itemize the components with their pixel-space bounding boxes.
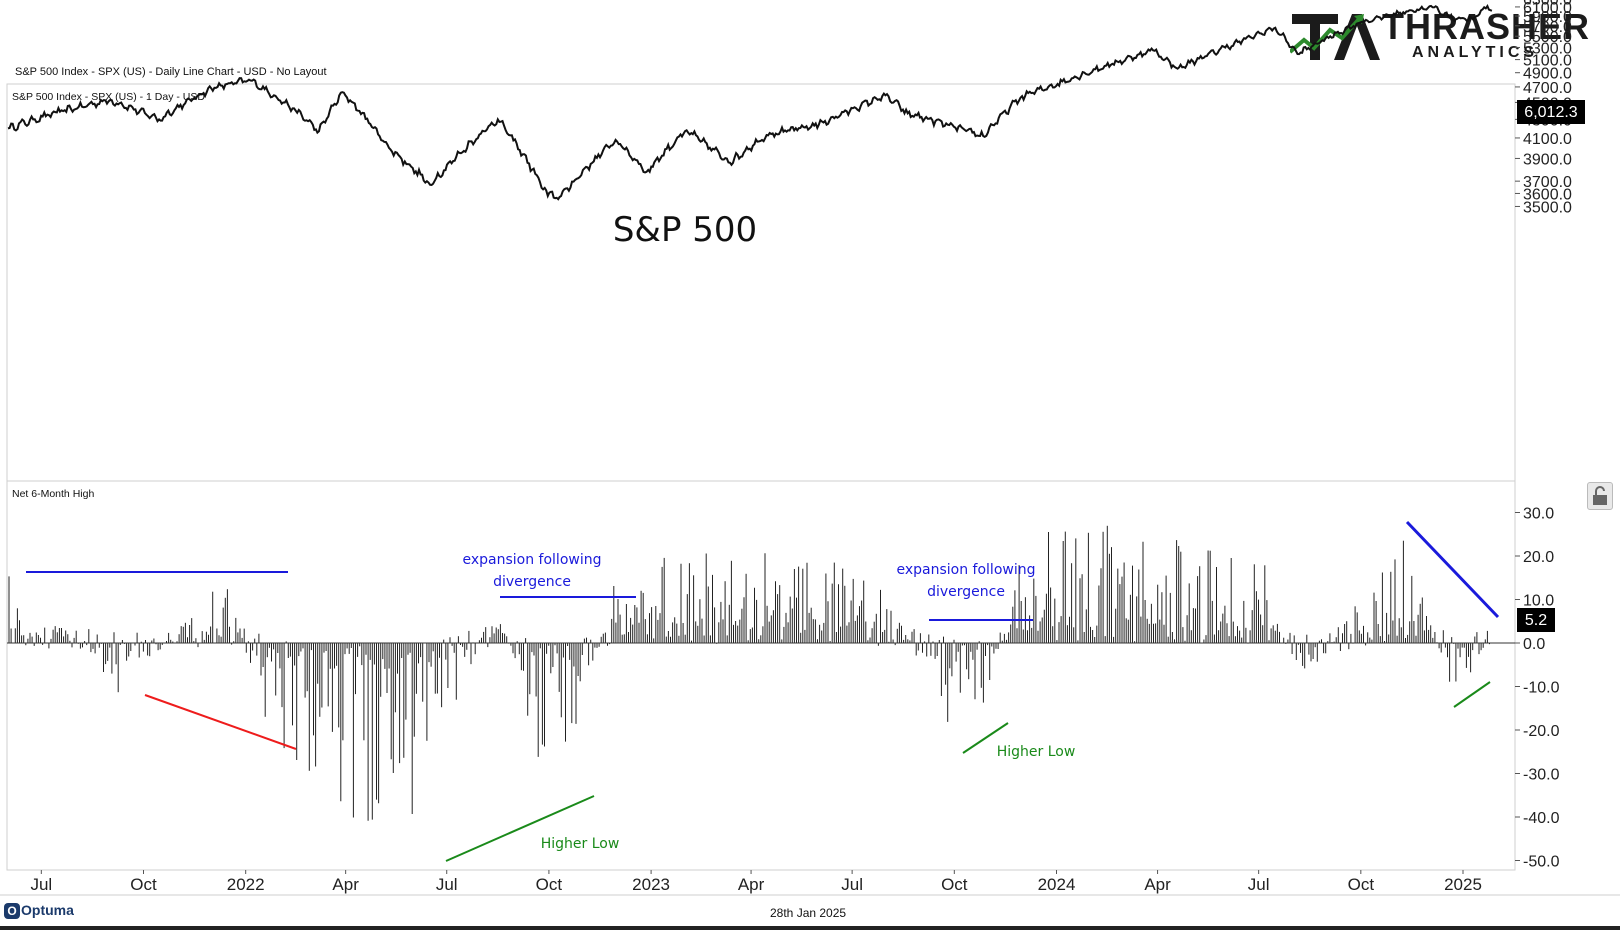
- higher-low-line-3: [1453, 681, 1491, 708]
- breadth-tick-label: 20.0: [1523, 549, 1554, 566]
- price-tick-label: 3600.0: [1523, 186, 1572, 203]
- x-tick-label: 2025: [1444, 875, 1482, 894]
- last-breadth-value: 5.2: [1525, 612, 1547, 629]
- lock-icon: [1593, 486, 1607, 505]
- breadth-tick-label: 10.0: [1523, 593, 1554, 610]
- chart-title: S&P 500: [613, 210, 757, 250]
- declining-highs-line: [1405, 520, 1500, 619]
- annotation-higher-low-1: Higher Low: [541, 836, 620, 852]
- breadth-tick-label: 0.0: [1523, 636, 1545, 653]
- price-tick-label: 5700.0: [1523, 19, 1572, 36]
- optuma-icon: O: [4, 903, 20, 920]
- annotation-expansion-2: expansion following divergence: [896, 562, 1035, 600]
- breadth-tick-label: -50.0: [1523, 854, 1560, 871]
- chart-caption: S&P 500 Index - SPX (US) - Daily Line Ch…: [15, 66, 327, 78]
- annotation-expansion-1-line-2: divergence: [493, 574, 571, 590]
- breadth-tick-label: -10.0: [1523, 680, 1560, 697]
- breadth-tick-label: 30.0: [1523, 506, 1554, 523]
- price-panel-label: S&P 500 Index - SPX (US) - 1 Day - USD: [12, 91, 205, 103]
- breadth-y-axis: 30.0 20.0 10.0 0.0 -10.0 -20.0 -30.0 -40.0 -50.0: [1515, 506, 1560, 871]
- logo-name: THRASHER: [1382, 6, 1591, 47]
- annotation-expansion-1: expansion following divergence: [462, 552, 601, 590]
- price-tick-label: 3500.0: [1523, 199, 1572, 216]
- x-tick-label: Jul: [1248, 875, 1270, 894]
- last-breadth-badge: 5.2: [1517, 608, 1555, 632]
- price-tick-label: 5300.0: [1523, 40, 1572, 57]
- annotation-lines: [26, 520, 1500, 862]
- breadth-bars: [8, 525, 1490, 821]
- panel-lock-button[interactable]: [1587, 482, 1613, 510]
- chart-canvas: S&P 500 Index - SPX (US) - 1 Day - USD N…: [0, 0, 1620, 896]
- x-tick-label: Oct: [1348, 875, 1375, 894]
- price-line: [7, 4, 1493, 201]
- x-tick-label: 2023: [632, 875, 670, 894]
- x-tick-label: Jul: [841, 875, 863, 894]
- annotation-expansion-2-line-1: expansion following: [896, 562, 1035, 578]
- x-tick-label: Apr: [332, 875, 359, 894]
- price-tick-label: 5500.0: [1523, 29, 1572, 46]
- price-tick-label: 6300.0: [1523, 0, 1572, 8]
- ta-logo-icon: [1290, 14, 1380, 60]
- last-price-badge: 6,012.3: [1517, 100, 1585, 124]
- panel-frames: [0, 83, 1620, 896]
- x-tick-label: Oct: [941, 875, 968, 894]
- x-tick-label: Jul: [30, 875, 52, 894]
- last-price-value: 6,012.3: [1524, 104, 1577, 121]
- higher-low-line-1: [445, 795, 595, 862]
- price-tick-label: 4900.0: [1523, 66, 1572, 83]
- x-tick-label: Apr: [738, 875, 765, 894]
- footer-date: 28th Jan 2025: [770, 906, 847, 920]
- annotation-expansion-2-line-2: divergence: [927, 584, 1005, 600]
- annotation-expansion-1-line-1: expansion following: [462, 552, 601, 568]
- x-tick-label: Apr: [1144, 875, 1171, 894]
- x-tick-label: 2022: [227, 875, 265, 894]
- optuma-label: Optuma: [21, 902, 74, 918]
- annotation-labels: expansion following divergence expansion …: [462, 552, 1075, 852]
- higher-low-line-2: [962, 722, 1009, 754]
- breadth-tick-label: -30.0: [1523, 767, 1560, 784]
- price-tick-label: 5100.0: [1523, 53, 1572, 70]
- breadth-tick-label: -20.0: [1523, 723, 1560, 740]
- x-tick-label: Oct: [130, 875, 157, 894]
- breadth-panel-label: Net 6-Month High: [12, 488, 94, 500]
- x-axis: Jul Oct 2022 Apr Jul Oct 2023 Apr Jul Oct 2024 Apr J…: [30, 870, 1482, 894]
- divergence-low-line: [144, 694, 297, 750]
- price-tick-label: 5900.0: [1523, 9, 1572, 26]
- price-tick-label: 3700.0: [1523, 174, 1572, 191]
- logo-subtitle: ANALYTICS: [1412, 44, 1539, 61]
- breadth-tick-label: -40.0: [1523, 810, 1560, 827]
- thrasher-logo: THRASHER ANALYTICS: [1290, 6, 1590, 62]
- optuma-logo: O Optuma: [4, 902, 74, 920]
- price-tick-label: 6100.0: [1523, 0, 1572, 17]
- x-tick-label: Oct: [536, 875, 563, 894]
- x-tick-label: Jul: [436, 875, 458, 894]
- annotation-higher-low-2: Higher Low: [997, 744, 1076, 760]
- price-tick-label: 4700.0: [1523, 80, 1572, 97]
- x-tick-label: 2024: [1038, 875, 1076, 894]
- price-tick-label: 3900.0: [1523, 151, 1572, 168]
- bottom-bar: [0, 926, 1620, 930]
- price-tick-label: 4100.0: [1523, 131, 1572, 148]
